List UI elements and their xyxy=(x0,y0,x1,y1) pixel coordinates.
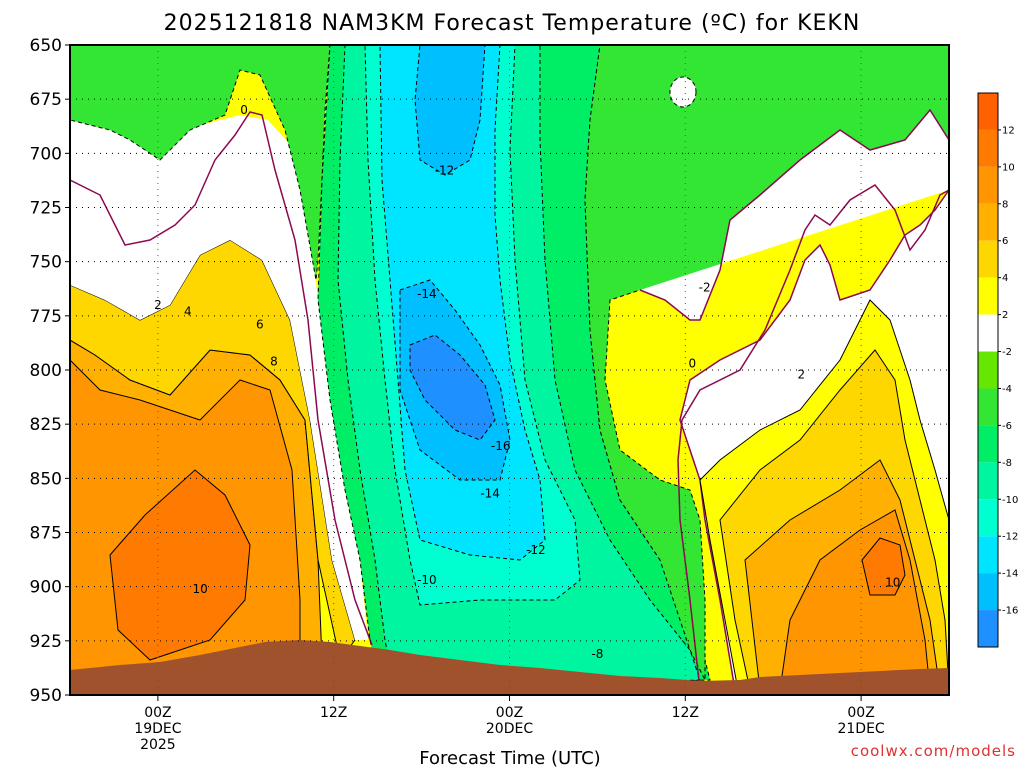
colorbar-label: 4 xyxy=(1002,273,1008,284)
contour-label: 10 xyxy=(192,582,207,596)
colorbar-swatch xyxy=(978,388,998,426)
warm-region-left-core xyxy=(109,469,251,661)
x-tick-label: 12Z xyxy=(320,705,347,721)
x-tick-label: 00Z xyxy=(496,705,523,721)
cold-band-16 xyxy=(414,45,486,176)
contour-label: -10 xyxy=(417,573,437,587)
y-tick-label: 650 xyxy=(30,36,62,56)
colorbar-label: -2 xyxy=(1002,347,1012,358)
y-tick-label: 700 xyxy=(30,144,62,164)
colorbar-label: -8 xyxy=(1002,458,1012,469)
colorbar-label: 6 xyxy=(1002,236,1008,247)
contour-label: 2 xyxy=(154,298,162,312)
x-tick-label: 2025 xyxy=(140,737,176,753)
colorbar-swatch xyxy=(978,425,998,463)
zero-contour-right xyxy=(677,184,949,691)
colorbar-swatch xyxy=(978,499,998,537)
contour-label: 2 xyxy=(798,367,806,381)
white-zone-left xyxy=(70,115,368,640)
contour-label: -12 xyxy=(526,543,546,557)
y-tick-label: 850 xyxy=(30,469,62,489)
y-tick-label: 750 xyxy=(30,253,62,273)
colorbar-label: -4 xyxy=(1002,384,1012,395)
colorbar-swatch xyxy=(978,314,998,352)
colorbar-label: 2 xyxy=(1002,310,1008,321)
y-tick-label: 825 xyxy=(30,415,62,435)
colorbar-swatch xyxy=(978,351,998,389)
colorbar-swatch xyxy=(978,129,998,167)
x-tick-label: 19DEC xyxy=(134,721,181,737)
colorbar-swatch xyxy=(978,462,998,500)
color-bar: 12 10 8 6 4 2 -2 -4 -6 -8 -10 -12 -14 -16 xyxy=(977,92,1018,648)
zero-contour-left xyxy=(70,111,373,646)
colorbar-swatch xyxy=(978,203,998,241)
chart-title: 2025121818 NAM3KM Forecast Temperature (… xyxy=(164,11,861,36)
contour-label-layer: 0 2 4 6 8 10 -12 -14 -16 -14 -12 -10 -8 -2 0 2 10 xyxy=(154,103,900,661)
contour-label: 0 xyxy=(240,103,248,117)
contour-label: -14 xyxy=(480,487,500,501)
colorbar-frame xyxy=(977,92,999,648)
y-tick-label: 925 xyxy=(30,632,62,652)
y-axis: 650 675 700 725 750 775 800 825 850 875 900 925 950 xyxy=(30,36,70,706)
colorbar-swatch xyxy=(978,93,998,130)
contour-label: -8 xyxy=(591,647,603,661)
colorbar-label: -12 xyxy=(1002,532,1018,543)
colorbar-label: -16 xyxy=(1002,606,1018,617)
contour-label: -14 xyxy=(417,287,437,301)
contour-label: 6 xyxy=(256,318,264,332)
ground-terrain xyxy=(70,640,949,695)
contour-label: 10 xyxy=(885,575,900,589)
colorbar-swatch xyxy=(978,573,998,611)
colorbar-swatch xyxy=(978,240,998,278)
white-patch-upper-right xyxy=(669,76,697,108)
y-tick-label: 800 xyxy=(30,361,62,381)
colorbar-swatch xyxy=(978,610,998,647)
contour-label: 4 xyxy=(184,305,192,319)
colorbar-swatch xyxy=(978,277,998,315)
contour-label: -16 xyxy=(491,439,511,453)
colorbar-label: -10 xyxy=(1002,495,1018,506)
y-tick-label: 725 xyxy=(30,199,62,219)
x-tick-label: 21DEC xyxy=(837,721,884,737)
contour-label: 0 xyxy=(689,357,697,371)
colorbar-label: 8 xyxy=(1002,199,1008,210)
colorbar-swatch xyxy=(978,536,998,574)
colorbar-swatch xyxy=(978,166,998,204)
y-tick-label: 950 xyxy=(30,686,62,706)
contour-label: 8 xyxy=(270,354,278,368)
x-tick-label: 00Z xyxy=(144,705,171,721)
x-tick-label: 12Z xyxy=(672,705,699,721)
contour-label: -2 xyxy=(699,281,711,295)
colorbar-label: 12 xyxy=(1002,125,1015,136)
colorbar-label: -14 xyxy=(1002,569,1018,580)
x-tick-label: 00Z xyxy=(847,705,874,721)
credit-text: coolwx.com/models xyxy=(851,742,1016,760)
y-tick-label: 875 xyxy=(30,524,62,544)
grid-lines xyxy=(70,45,949,695)
cold-core-18 xyxy=(409,334,496,441)
y-tick-label: 900 xyxy=(30,578,62,598)
colorbar-label: -6 xyxy=(1002,421,1012,432)
x-axis-label: Forecast Time (UTC) xyxy=(419,748,600,768)
y-tick-label: 775 xyxy=(30,307,62,327)
x-tick-label: 20DEC xyxy=(486,721,533,737)
y-tick-label: 675 xyxy=(30,90,62,110)
hot-core-right xyxy=(861,537,906,596)
colorbar-label: 10 xyxy=(1002,162,1015,173)
contour-label: -12 xyxy=(435,164,455,178)
